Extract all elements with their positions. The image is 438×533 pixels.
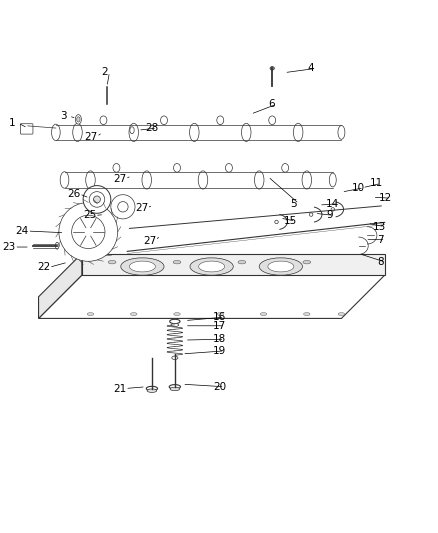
Ellipse shape	[142, 171, 152, 189]
Ellipse shape	[173, 164, 180, 172]
Text: 23: 23	[3, 242, 16, 252]
Ellipse shape	[56, 243, 59, 249]
Text: 15: 15	[284, 216, 297, 226]
Text: 14: 14	[326, 199, 339, 209]
Ellipse shape	[260, 312, 267, 316]
Ellipse shape	[329, 173, 336, 187]
Text: 28: 28	[145, 123, 159, 133]
Ellipse shape	[303, 261, 311, 264]
Circle shape	[331, 208, 335, 211]
Circle shape	[72, 215, 105, 248]
Circle shape	[89, 192, 105, 207]
Text: 26: 26	[67, 189, 81, 199]
Ellipse shape	[170, 387, 180, 391]
Text: 9: 9	[326, 211, 332, 221]
Ellipse shape	[338, 125, 345, 139]
Ellipse shape	[52, 124, 60, 141]
Polygon shape	[82, 254, 385, 275]
Ellipse shape	[217, 312, 223, 316]
Ellipse shape	[147, 389, 157, 392]
Text: 2: 2	[101, 67, 108, 77]
Ellipse shape	[190, 258, 233, 275]
Circle shape	[111, 195, 135, 219]
Ellipse shape	[302, 171, 311, 189]
Text: 27: 27	[135, 203, 148, 213]
Text: 12: 12	[379, 193, 392, 203]
Ellipse shape	[100, 116, 107, 125]
Circle shape	[275, 220, 278, 224]
Text: 22: 22	[37, 262, 50, 272]
Text: 5: 5	[290, 199, 297, 209]
Text: 18: 18	[213, 334, 226, 344]
Ellipse shape	[190, 123, 199, 141]
Ellipse shape	[217, 116, 224, 125]
Text: 27: 27	[144, 236, 157, 246]
Circle shape	[118, 201, 128, 212]
Text: 25: 25	[83, 211, 96, 221]
Text: 27: 27	[85, 132, 98, 142]
Ellipse shape	[173, 261, 181, 264]
Ellipse shape	[241, 123, 251, 141]
Circle shape	[309, 213, 313, 216]
Ellipse shape	[172, 356, 178, 360]
Text: 17: 17	[213, 321, 226, 331]
Ellipse shape	[129, 261, 155, 272]
Ellipse shape	[170, 319, 180, 324]
Ellipse shape	[87, 312, 94, 316]
Text: 8: 8	[377, 257, 384, 267]
Text: 27: 27	[113, 174, 127, 184]
Ellipse shape	[73, 123, 82, 141]
Ellipse shape	[161, 116, 167, 125]
Circle shape	[93, 196, 100, 203]
Ellipse shape	[86, 171, 95, 189]
FancyBboxPatch shape	[21, 124, 33, 134]
Text: 16: 16	[213, 312, 226, 322]
Polygon shape	[39, 275, 385, 318]
Ellipse shape	[169, 385, 180, 389]
Ellipse shape	[254, 171, 264, 189]
Ellipse shape	[238, 261, 246, 264]
Ellipse shape	[174, 312, 180, 316]
Ellipse shape	[77, 117, 80, 122]
Ellipse shape	[268, 261, 294, 272]
Ellipse shape	[270, 67, 274, 70]
Ellipse shape	[129, 123, 138, 141]
Text: 6: 6	[268, 99, 275, 109]
Ellipse shape	[198, 171, 208, 189]
Text: 4: 4	[308, 63, 314, 74]
Text: 7: 7	[377, 235, 384, 245]
Text: 3: 3	[60, 111, 67, 121]
Text: 19: 19	[213, 346, 226, 356]
Text: 24: 24	[15, 226, 29, 236]
Ellipse shape	[269, 116, 276, 125]
Text: 21: 21	[113, 384, 127, 393]
Ellipse shape	[108, 261, 116, 264]
Text: 13: 13	[373, 222, 386, 232]
Ellipse shape	[199, 261, 225, 272]
Ellipse shape	[60, 172, 69, 188]
Ellipse shape	[304, 312, 310, 316]
Text: 1: 1	[9, 118, 16, 128]
Ellipse shape	[113, 164, 120, 172]
Ellipse shape	[282, 164, 289, 172]
Ellipse shape	[121, 258, 164, 275]
Text: 20: 20	[213, 382, 226, 392]
Ellipse shape	[146, 386, 158, 391]
Circle shape	[59, 203, 118, 261]
Ellipse shape	[338, 312, 345, 316]
Text: 11: 11	[369, 179, 383, 189]
Ellipse shape	[75, 115, 81, 124]
Circle shape	[83, 185, 111, 213]
Text: 10: 10	[352, 183, 365, 193]
Ellipse shape	[131, 312, 137, 316]
Ellipse shape	[130, 127, 134, 134]
Ellipse shape	[293, 123, 303, 141]
Polygon shape	[39, 254, 82, 318]
Ellipse shape	[259, 258, 303, 275]
Ellipse shape	[226, 164, 233, 172]
Ellipse shape	[171, 324, 179, 326]
